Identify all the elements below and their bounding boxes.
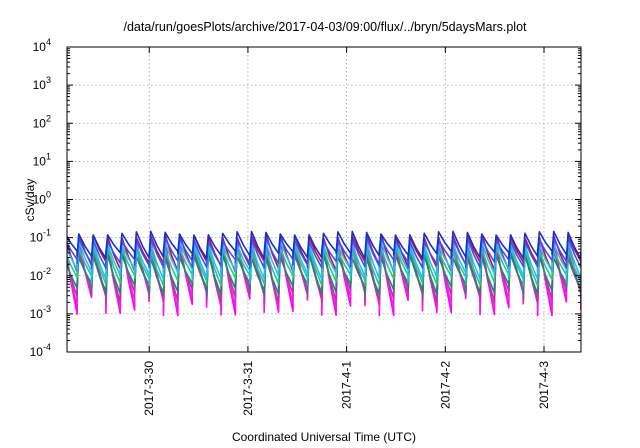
series-line [67,236,581,269]
grid [67,47,581,352]
x-tick-label: 2017-4-3 [537,361,551,409]
series-line [67,246,581,287]
y-tick-label: 10-2 [30,266,51,283]
x-tick-label: 2017-3-31 [241,361,255,416]
chart-title: /data/run/goesPlots/archive/2017-04-03/0… [123,20,527,34]
series-group [67,230,581,317]
series-line [67,253,581,296]
y-tick-label: 101 [33,151,51,168]
y-tick-label: 103 [33,75,51,92]
axes: 10-4 10-3 10-2 10-1 100 101 102 103 104 2017-3-30… [30,37,581,416]
plot-frame [66,46,582,353]
x-axis-label: Coordinated Universal Time (UTC) [232,430,416,444]
x-tick-label: 2017-3-30 [142,361,156,416]
x-tick-label: 2017-4-2 [438,361,452,409]
y-tick-label: 10-3 [30,304,51,321]
y-tick-label: 104 [33,37,51,54]
series-line [67,230,581,260]
y-tick-label: 100 [33,190,51,207]
y-axis-label: cSv/day [23,179,37,222]
x-tick-label: 2017-4-1 [340,361,354,409]
y-tick-label: 10-4 [30,342,51,359]
series-line [67,240,581,281]
y-tick-label: 10-1 [30,228,51,245]
y-tick-label: 102 [33,113,51,130]
